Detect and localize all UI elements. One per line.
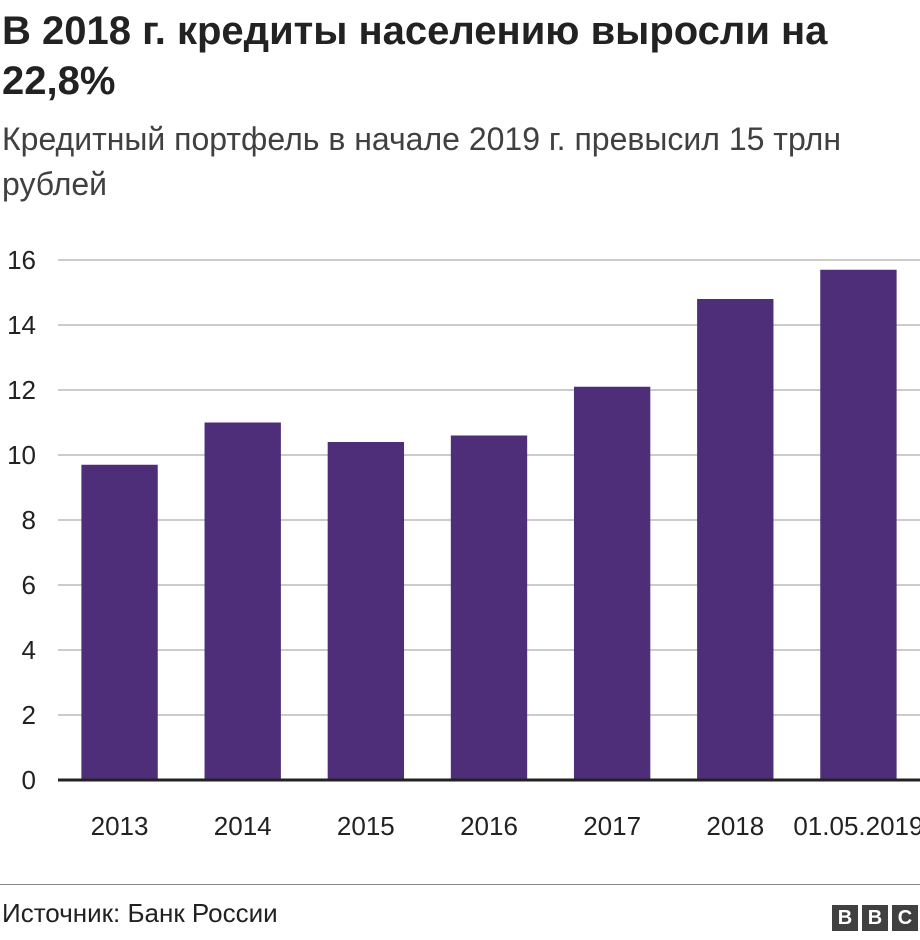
bar-01.05.2019 [820,269,897,780]
y-tick-label: 4 [22,635,36,665]
bar-2016 [450,435,528,780]
y-tick-label: 14 [7,310,36,340]
y-tick-label: 8 [22,505,36,535]
y-tick-label: 0 [22,765,36,795]
bar-chart: 0 2 4 6 8 10 12 14 16 2013 2014 2015 2016 2017 2018 01… [7,245,920,841]
bars [81,269,897,780]
footer-divider [0,884,920,885]
x-axis-ticks: 2013 2014 2015 2016 2017 2018 01.05.2019 [91,811,920,841]
x-tick-label: 2018 [706,811,764,841]
y-tick-label: 16 [7,245,36,275]
bbc-logo-letter: C [892,905,918,931]
y-tick-label: 2 [22,700,36,730]
chart-title: В 2018 г. кредиты населению выросли на 2… [2,9,828,103]
y-tick-label: 12 [7,375,36,405]
bbc-logo-letter: B [832,905,858,931]
bar-2013 [81,464,158,780]
y-tick-label: 6 [22,570,36,600]
bbc-logo-letter: B [862,905,888,931]
x-tick-label: 2015 [337,811,395,841]
bar-2014 [204,422,281,780]
x-tick-label: 2017 [583,811,641,841]
x-tick-label: 01.05.2019 [793,811,920,841]
source-note: Источник: Банк России [2,898,278,928]
x-tick-label: 2014 [214,811,272,841]
bar-2015 [327,442,405,780]
x-tick-label: 2013 [91,811,149,841]
bbc-logo: B B C [832,905,918,931]
y-axis-ticks: 0 2 4 6 8 10 12 14 16 [7,245,36,795]
chart-subtitle: Кредитный портфель в начале 2019 г. прев… [2,121,841,202]
bar-2017 [573,386,651,780]
bar-2018 [697,299,774,780]
x-tick-label: 2016 [460,811,518,841]
y-tick-label: 10 [7,440,36,470]
